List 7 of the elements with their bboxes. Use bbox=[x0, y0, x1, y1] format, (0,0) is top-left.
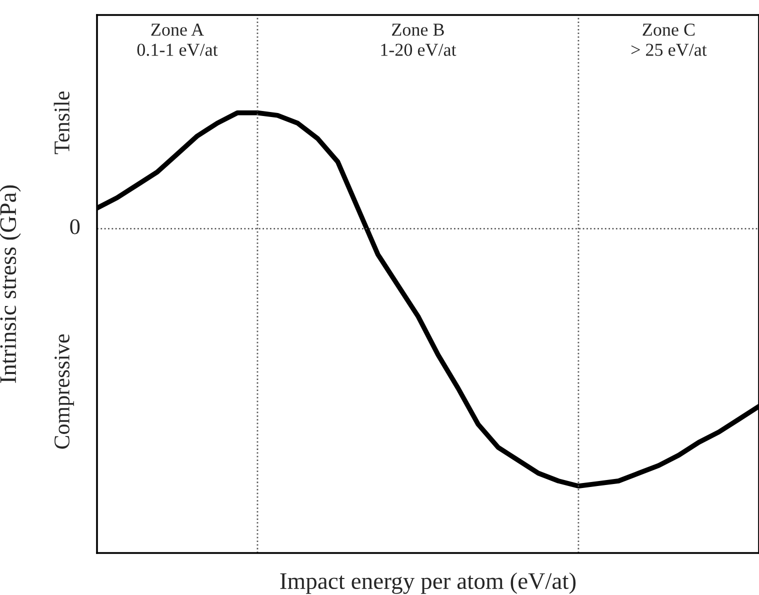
text: Zone B 1-20 eV/at bbox=[381, 24, 456, 56]
text: Tensile bbox=[54, 91, 70, 154]
ref-line-label: 0 bbox=[70, 219, 80, 234]
text: Zone C > 25 eV/at bbox=[631, 24, 707, 56]
text: Zone A 0.1-1 eV/at bbox=[137, 24, 218, 56]
text: Compressive bbox=[54, 334, 74, 449]
x-axis-title: Impact energy per atom (eV/at) bbox=[280, 572, 576, 594]
